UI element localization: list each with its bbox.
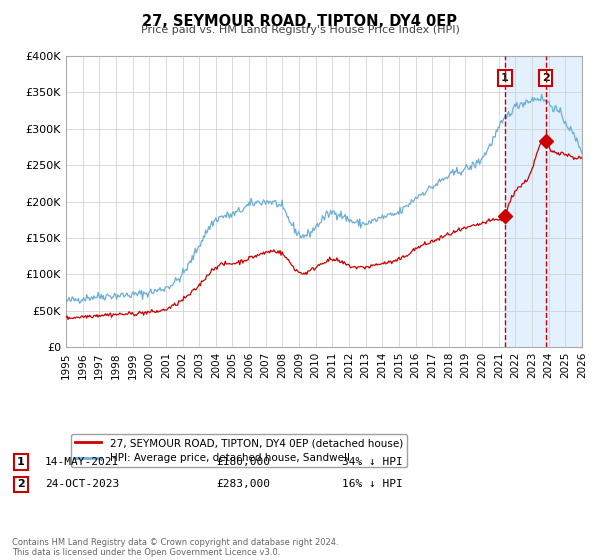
Text: 16% ↓ HPI: 16% ↓ HPI	[342, 479, 403, 489]
Text: 2: 2	[542, 73, 550, 83]
Text: 34% ↓ HPI: 34% ↓ HPI	[342, 457, 403, 467]
Text: 14-MAY-2021: 14-MAY-2021	[45, 457, 119, 467]
Text: 2: 2	[17, 479, 25, 489]
Text: Contains HM Land Registry data © Crown copyright and database right 2024.
This d: Contains HM Land Registry data © Crown c…	[12, 538, 338, 557]
Text: 1: 1	[501, 73, 509, 83]
Text: 1: 1	[17, 457, 25, 467]
Legend: 27, SEYMOUR ROAD, TIPTON, DY4 0EP (detached house), HPI: Average price, detached: 27, SEYMOUR ROAD, TIPTON, DY4 0EP (detac…	[71, 434, 407, 468]
Text: 27, SEYMOUR ROAD, TIPTON, DY4 0EP: 27, SEYMOUR ROAD, TIPTON, DY4 0EP	[143, 14, 458, 29]
Bar	[505, 56, 582, 347]
Text: £283,000: £283,000	[216, 479, 270, 489]
Text: £180,000: £180,000	[216, 457, 270, 467]
Text: Price paid vs. HM Land Registry's House Price Index (HPI): Price paid vs. HM Land Registry's House …	[140, 25, 460, 35]
Text: 24-OCT-2023: 24-OCT-2023	[45, 479, 119, 489]
